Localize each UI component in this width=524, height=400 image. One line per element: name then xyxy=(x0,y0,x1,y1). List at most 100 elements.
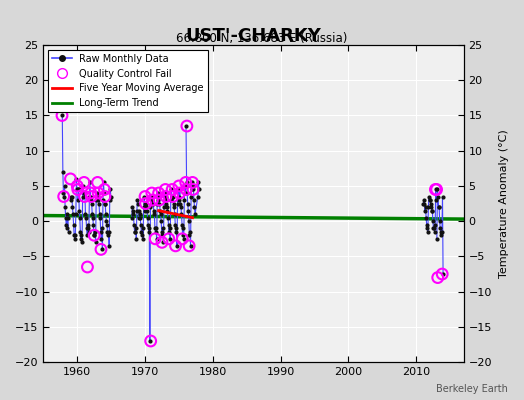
Point xyxy=(174,193,183,200)
Point xyxy=(130,228,139,235)
Point xyxy=(146,338,154,344)
Point xyxy=(133,197,141,203)
Point xyxy=(83,264,92,270)
Point xyxy=(147,338,155,344)
Point xyxy=(94,193,103,200)
Point xyxy=(155,197,163,203)
Point xyxy=(89,214,97,221)
Point xyxy=(182,179,191,186)
Point xyxy=(74,186,83,193)
Point xyxy=(438,228,446,235)
Point xyxy=(161,186,170,193)
Point xyxy=(68,204,77,210)
Point xyxy=(107,193,115,200)
Point xyxy=(64,214,72,221)
Point xyxy=(147,193,155,200)
Point xyxy=(91,228,99,235)
Point xyxy=(128,204,137,210)
Point xyxy=(86,179,94,186)
Point xyxy=(186,228,194,235)
Point xyxy=(93,190,101,196)
Point xyxy=(180,197,189,203)
Point xyxy=(436,225,444,232)
Point xyxy=(169,193,177,200)
Point xyxy=(76,228,84,235)
Point xyxy=(134,214,143,221)
Point xyxy=(156,211,165,217)
Point xyxy=(105,243,113,249)
Point xyxy=(189,186,197,193)
Point xyxy=(427,200,435,207)
Point xyxy=(183,190,191,196)
Point xyxy=(162,204,171,210)
Point xyxy=(127,214,136,221)
Point xyxy=(174,186,182,193)
Point xyxy=(160,190,169,196)
Point xyxy=(58,112,67,119)
Point xyxy=(100,186,108,193)
Point xyxy=(147,200,156,207)
Point xyxy=(67,193,75,200)
Point xyxy=(430,225,438,232)
Point xyxy=(160,204,168,210)
Point xyxy=(79,193,87,200)
Point xyxy=(165,222,173,228)
Point xyxy=(134,200,142,207)
Point xyxy=(78,232,86,238)
Point xyxy=(422,222,431,228)
Point xyxy=(179,225,188,232)
Point xyxy=(170,204,178,210)
Point xyxy=(70,232,79,238)
Point xyxy=(185,243,193,249)
Point xyxy=(170,211,179,217)
Point xyxy=(167,197,175,203)
Point xyxy=(183,123,191,129)
Point xyxy=(436,228,445,235)
Point xyxy=(101,200,110,207)
Point xyxy=(85,193,94,200)
Point xyxy=(87,193,95,200)
Point xyxy=(161,197,169,203)
Point xyxy=(67,197,75,203)
Point xyxy=(103,222,111,228)
Point xyxy=(189,183,198,189)
Point xyxy=(143,204,151,210)
Point xyxy=(81,211,90,217)
Point xyxy=(73,186,81,193)
Point xyxy=(106,186,115,193)
Point xyxy=(419,200,428,207)
Point xyxy=(132,236,140,242)
Point xyxy=(105,197,114,203)
Point xyxy=(80,190,89,196)
Point xyxy=(188,186,196,193)
Point xyxy=(83,232,91,238)
Point xyxy=(429,225,438,232)
Point xyxy=(72,211,80,217)
Point xyxy=(435,218,444,224)
Point xyxy=(432,186,441,193)
Point xyxy=(141,193,149,200)
Point xyxy=(434,204,443,210)
Point xyxy=(62,225,71,232)
Point xyxy=(162,193,170,200)
Point xyxy=(90,232,99,238)
Point xyxy=(71,236,79,242)
Point xyxy=(96,214,104,221)
Point xyxy=(152,225,160,232)
Point xyxy=(84,222,92,228)
Point xyxy=(139,204,148,210)
Point xyxy=(191,211,199,217)
Point xyxy=(137,222,145,228)
Point xyxy=(158,239,166,246)
Point xyxy=(61,214,70,221)
Point xyxy=(433,236,441,242)
Point xyxy=(98,246,106,252)
Point xyxy=(60,183,69,189)
Point xyxy=(188,179,196,186)
Point xyxy=(60,193,68,200)
Point xyxy=(187,193,195,200)
Point xyxy=(182,186,190,193)
Point xyxy=(146,204,155,210)
Point xyxy=(425,197,434,203)
Point xyxy=(175,197,183,203)
